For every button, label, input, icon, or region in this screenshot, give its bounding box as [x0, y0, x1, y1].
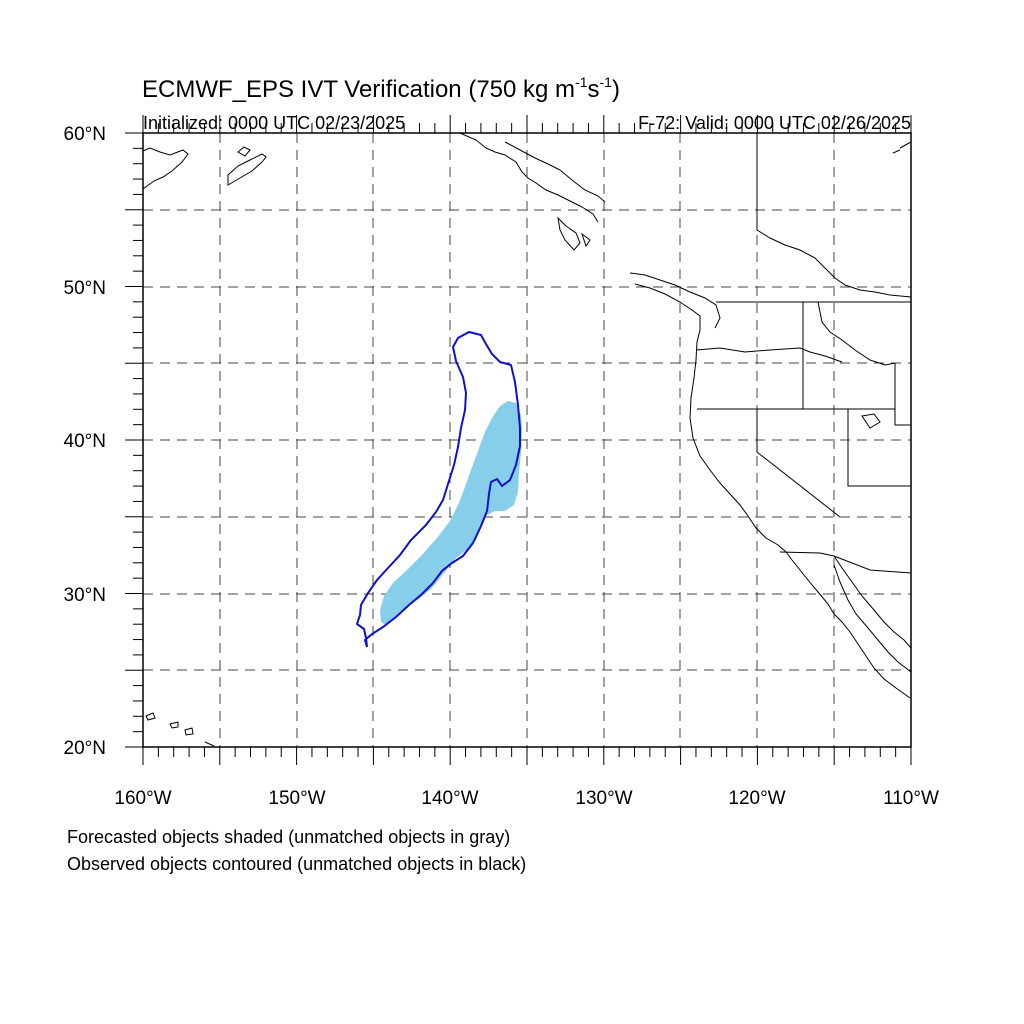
- lon-label-160w: 160°W: [114, 788, 171, 809]
- lon-label-140w: 140°W: [421, 788, 478, 809]
- lat-label-50: 50°N: [64, 278, 106, 299]
- coastlines: [143, 133, 911, 747]
- footnote-forecast: Forecasted objects shaded (unmatched obj…: [67, 827, 510, 847]
- lon-label-150w: 150°W: [268, 788, 325, 809]
- lat-label-30: 30°N: [64, 585, 106, 606]
- initialized-time: Initialized: 0000 UTC 02/23/2025: [143, 113, 405, 133]
- lon-label-120w: 120°W: [728, 788, 785, 809]
- forecast-ivt-object: [380, 401, 522, 625]
- footnote-observed: Observed objects contoured (unmatched ob…: [67, 854, 526, 874]
- grid-lines: [143, 133, 911, 747]
- lon-label-130w: 130°W: [575, 788, 632, 809]
- lat-label-40: 40°N: [64, 431, 106, 452]
- axis-ticks: [125, 115, 912, 765]
- lat-label-20: 20°N: [64, 738, 106, 759]
- valid-time: F-72: Valid: 0000 UTC 02/26/2025: [638, 113, 911, 133]
- map-title: ECMWF_EPS IVT Verification (750 kg m-1s-…: [142, 74, 620, 103]
- lon-label-110w: 110°W: [883, 788, 939, 809]
- lat-label-60: 60°N: [64, 124, 106, 145]
- observed-ivt-contour: [355, 330, 521, 648]
